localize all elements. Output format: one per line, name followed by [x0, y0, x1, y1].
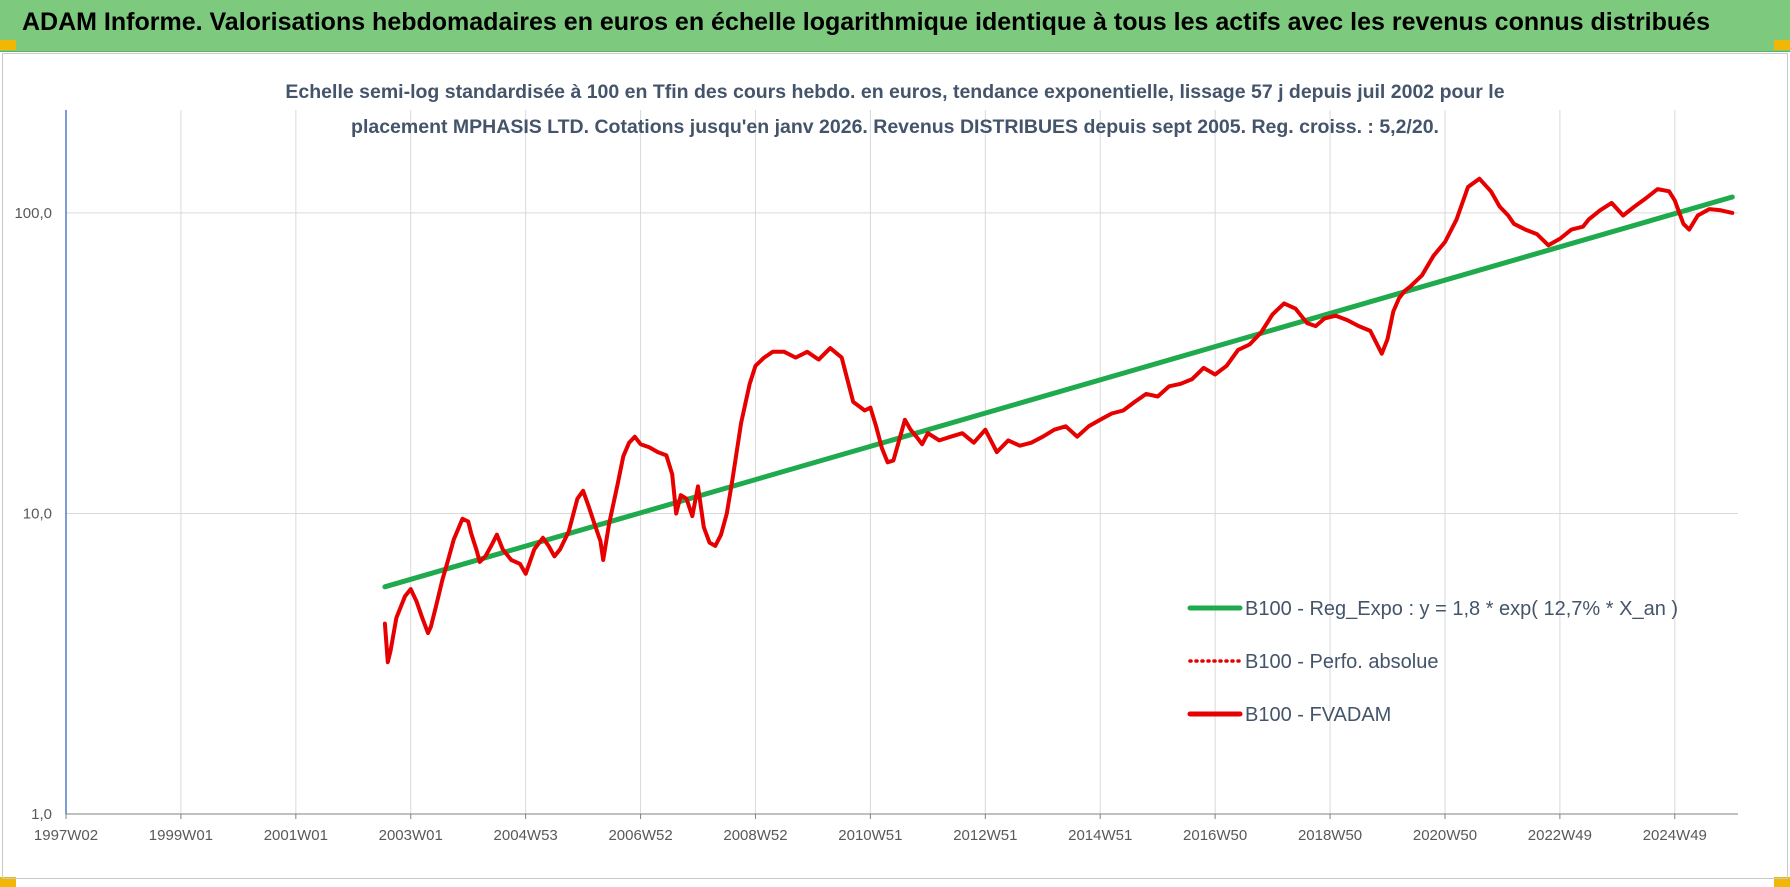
price-line — [382, 176, 1735, 665]
x-tick-label: 1997W02 — [34, 827, 98, 844]
x-tick-label: 2024W49 — [1643, 827, 1707, 844]
x-tick-label: 2014W51 — [1068, 827, 1132, 844]
corner-marker — [1774, 877, 1790, 887]
x-tick-label: 2016W50 — [1183, 827, 1247, 844]
x-tick-label: 2003W01 — [379, 827, 443, 844]
series-layer — [382, 176, 1735, 665]
y-tick-label: 10,0 — [23, 505, 52, 522]
trend-line — [382, 194, 1735, 590]
x-tick-label: 2008W52 — [723, 827, 787, 844]
chart-title-line: placement MPHASIS LTD. Cotations jusqu'e… — [351, 116, 1439, 138]
legend-label: B100 - FVADAM — [1245, 704, 1391, 726]
y-tick-label: 1,0 — [31, 806, 52, 823]
x-tick-label: 2012W51 — [953, 827, 1017, 844]
x-tick-label: 2001W01 — [264, 827, 328, 844]
axis-layer: 1,0 10,0 100,0 1997W02 1999W01 2001W01 2003W01… — [14, 110, 1738, 844]
x-tick-label: 2018W50 — [1298, 827, 1362, 844]
x-tick-label: 2010W51 — [838, 827, 902, 844]
legend-label: B100 - Perfo. absolue — [1245, 651, 1438, 673]
x-tick-label: 2004W53 — [494, 827, 558, 844]
x-tick-label: 2006W52 — [608, 827, 672, 844]
y-tick-label: 100,0 — [14, 205, 52, 222]
x-tick-label: 2022W49 — [1528, 827, 1592, 844]
chart-title: Echelle semi-log standardisée à 100 en T… — [285, 81, 1504, 138]
legend-label: B100 - Reg_Expo : y = 1,8 * exp( 12,7% *… — [1245, 598, 1678, 620]
corner-marker — [1774, 40, 1790, 50]
banner-title: ADAM Informe. Valorisations hebdomadaire… — [22, 8, 1710, 36]
x-tick-label: 1999W01 — [149, 827, 213, 844]
chart-title-line: Echelle semi-log standardisée à 100 en T… — [285, 81, 1504, 103]
header-banner: ADAM Informe. Valorisations hebdomadaire… — [0, 0, 1790, 52]
legend: B100 - Reg_Expo : y = 1,8 * exp( 12,7% *… — [1187, 598, 1678, 726]
corner-marker — [0, 40, 16, 50]
grid-layer — [66, 110, 1738, 815]
x-tick-label: 2020W50 — [1413, 827, 1477, 844]
chart-frame — [2, 53, 1788, 879]
corner-marker — [0, 877, 16, 887]
